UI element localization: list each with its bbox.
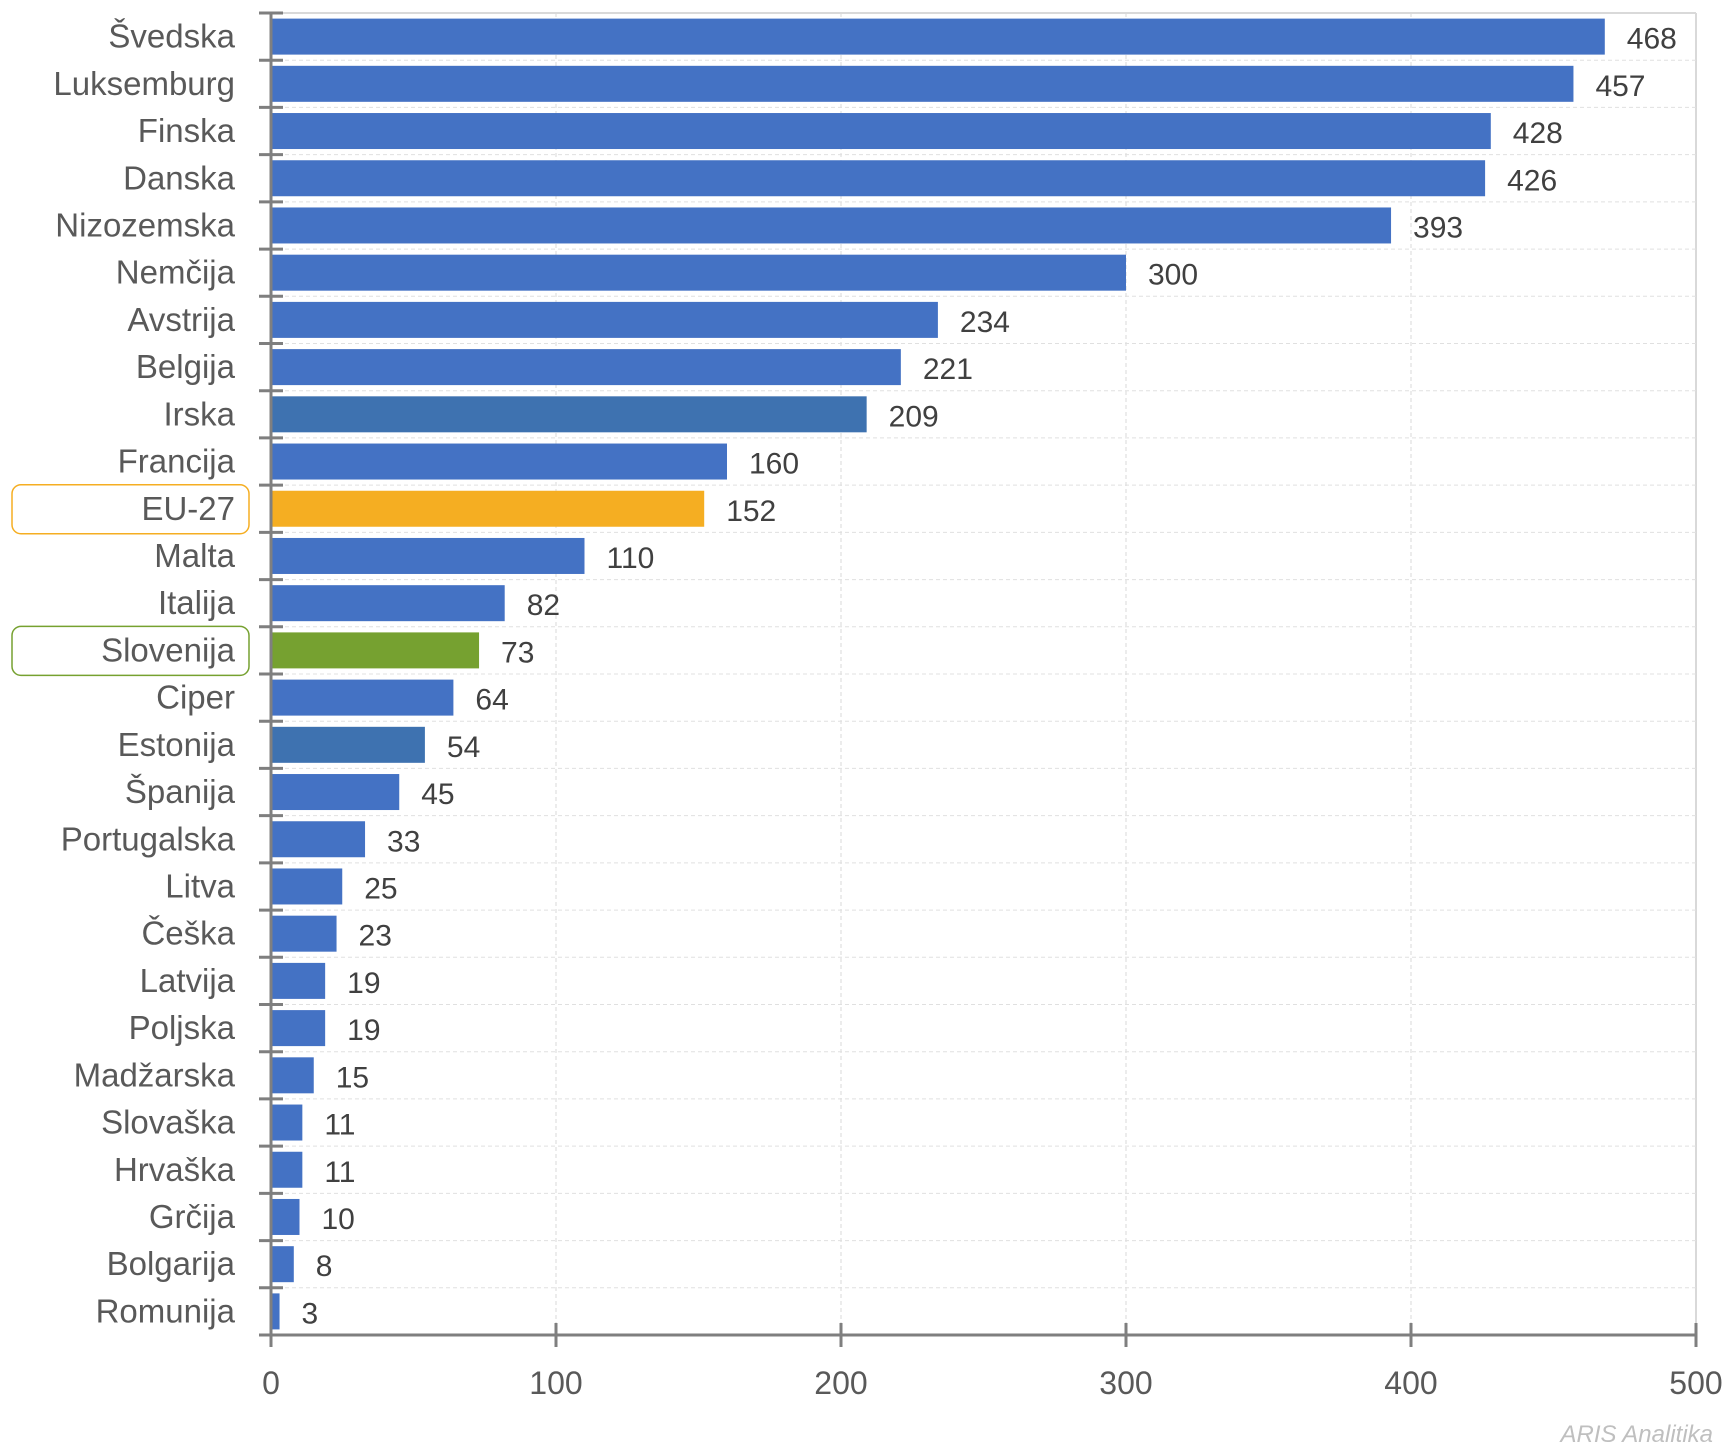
category-label: Irska — [163, 395, 235, 432]
data-label: 54 — [447, 731, 480, 764]
bar — [271, 396, 867, 433]
bar — [271, 1010, 326, 1047]
category-label: Malta — [154, 537, 235, 574]
category-label: Grčija — [149, 1198, 236, 1235]
category-highlight-box — [11, 625, 250, 677]
category-label: Italija — [158, 584, 236, 621]
data-label: 10 — [322, 1203, 355, 1236]
bar — [271, 443, 727, 480]
bar — [271, 65, 1574, 102]
data-label: 209 — [889, 400, 939, 433]
category-label: Latvija — [140, 962, 236, 999]
data-label: 3 — [302, 1297, 319, 1330]
bar — [271, 962, 326, 999]
data-label: 152 — [726, 495, 776, 528]
data-label: 426 — [1507, 164, 1557, 197]
data-label: 15 — [336, 1061, 369, 1094]
data-label: 25 — [364, 872, 397, 905]
data-label: 33 — [387, 825, 420, 858]
watermark: ARIS Analitika — [1558, 1421, 1713, 1445]
bar — [271, 490, 705, 527]
category-label: Češka — [141, 915, 235, 952]
category-label: Poljska — [129, 1009, 236, 1046]
bar — [271, 1151, 303, 1188]
data-label: 393 — [1413, 211, 1463, 244]
bar — [271, 537, 585, 574]
category-label: Nizozemska — [55, 206, 235, 243]
x-tick-label: 300 — [1099, 1365, 1152, 1401]
bar — [271, 679, 454, 716]
data-label: 8 — [316, 1250, 333, 1283]
category-label: Francija — [118, 443, 236, 480]
bar — [271, 18, 1605, 55]
bar — [271, 349, 901, 386]
category-label: Luksemburg — [53, 65, 235, 102]
x-tick-label: 0 — [262, 1365, 280, 1401]
data-label: 428 — [1513, 117, 1563, 150]
bar — [271, 585, 505, 622]
bar — [271, 254, 1126, 291]
category-label: Avstrija — [127, 301, 235, 338]
data-label: 11 — [324, 1109, 355, 1142]
data-label: 11 — [324, 1156, 355, 1189]
category-label: Litva — [165, 867, 235, 904]
data-label: 221 — [923, 353, 973, 386]
category-label: Španija — [125, 773, 236, 810]
bar — [271, 774, 400, 811]
category-label: Romunija — [96, 1292, 236, 1329]
category-label: Švedska — [108, 18, 235, 55]
category-label: Estonija — [118, 726, 236, 763]
data-label: 64 — [475, 684, 508, 717]
data-label: 300 — [1148, 259, 1198, 292]
bar — [271, 632, 480, 669]
data-label: 19 — [347, 1014, 380, 1047]
category-label: Slovaška — [101, 1104, 236, 1141]
category-label: Slovenija — [101, 631, 236, 668]
data-label: 82 — [527, 589, 560, 622]
category-highlight-box — [11, 484, 250, 535]
data-label: 45 — [421, 778, 454, 811]
bar — [271, 1293, 280, 1330]
bar — [271, 1198, 300, 1235]
data-label: 160 — [749, 448, 799, 481]
bar — [271, 1104, 303, 1141]
bar — [271, 113, 1491, 150]
data-label: 73 — [501, 636, 534, 669]
data-label: 23 — [359, 920, 392, 953]
category-label: Finska — [138, 112, 236, 149]
category-label: Belgija — [136, 348, 236, 385]
category-label: Danska — [123, 159, 236, 196]
data-label: 110 — [607, 542, 655, 575]
category-label: Bolgarija — [107, 1245, 236, 1282]
data-label: 457 — [1595, 70, 1645, 103]
bar — [271, 301, 938, 338]
category-label: Hrvaška — [114, 1151, 236, 1188]
bar — [271, 726, 425, 763]
category-label: Portugalska — [61, 820, 236, 857]
data-label: 468 — [1627, 23, 1677, 56]
bar — [271, 160, 1486, 197]
bar — [271, 207, 1392, 244]
bar — [271, 868, 343, 905]
bar — [271, 1057, 314, 1094]
category-label: Nemčija — [116, 254, 236, 291]
category-label: Ciper — [156, 679, 235, 716]
bar — [271, 915, 337, 952]
x-tick-label: 100 — [529, 1365, 582, 1401]
category-label: EU-27 — [141, 490, 235, 527]
category-label: Madžarska — [74, 1056, 236, 1093]
bar — [271, 1246, 294, 1283]
data-label: 19 — [347, 967, 380, 1000]
x-tick-label: 400 — [1384, 1365, 1437, 1401]
x-tick-label: 500 — [1669, 1365, 1722, 1401]
x-tick-label: 200 — [814, 1365, 867, 1401]
bar — [271, 821, 366, 858]
data-label: 234 — [960, 306, 1010, 339]
